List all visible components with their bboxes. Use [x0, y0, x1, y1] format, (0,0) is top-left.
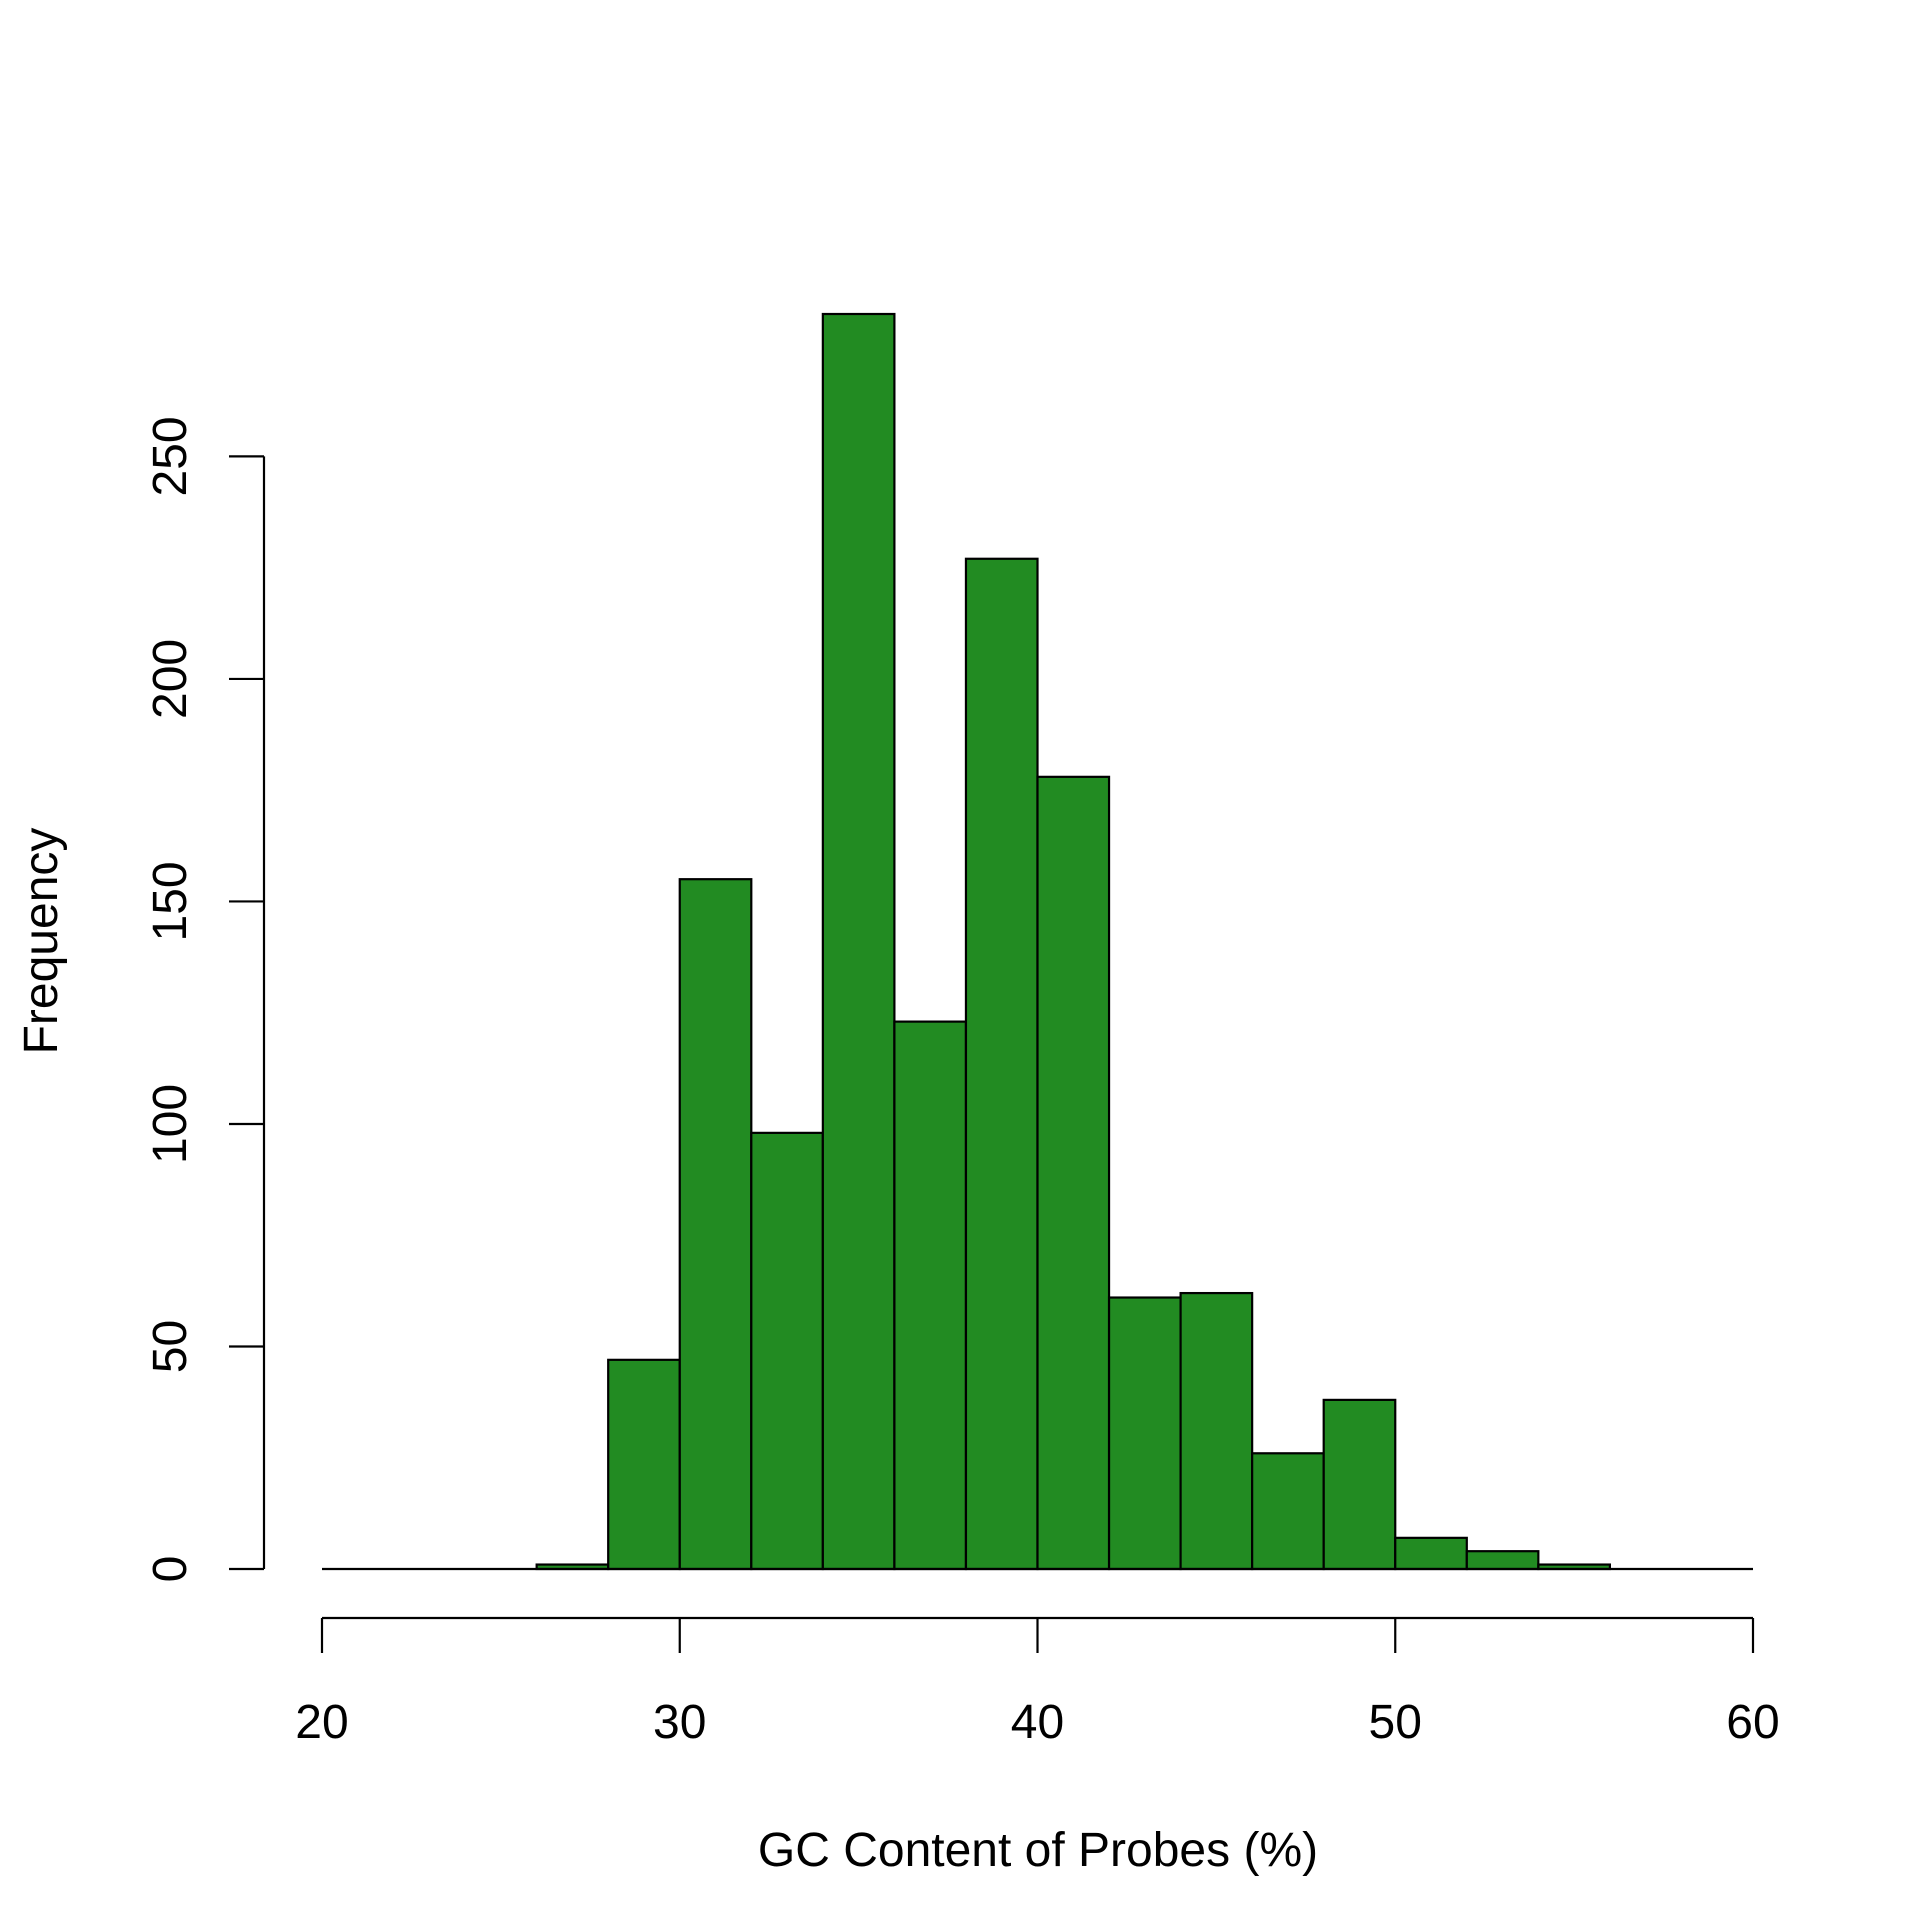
y-axis-label: Frequency [15, 828, 68, 1055]
histogram-bar [893, 1020, 968, 1571]
histogram-bar [1322, 1398, 1397, 1571]
histogram-bar [678, 878, 753, 1571]
histogram-bar [1107, 1296, 1182, 1571]
histogram-bar [607, 1358, 681, 1571]
y-tick-label: 100 [144, 1084, 197, 1164]
y-tick-label: 50 [144, 1320, 197, 1373]
x-axis: 20 30 40 50 60 [295, 1616, 1780, 1749]
x-tick-label: 30 [653, 1696, 706, 1749]
histogram-bar [1394, 1536, 1468, 1571]
y-axis: 0 50 100 150 200 250 [144, 416, 266, 1583]
y-tick-label: 200 [144, 639, 197, 719]
x-tick-label: 60 [1726, 1696, 1779, 1749]
histogram-bar [1036, 775, 1111, 1571]
histogram-bar [1179, 1291, 1254, 1571]
histogram-bar [750, 1131, 824, 1571]
histogram-bar [1251, 1452, 1325, 1571]
x-axis-label: GC Content of Probes (%) [758, 1824, 1318, 1877]
y-tick-label: 150 [144, 861, 197, 941]
x-tick-label: 20 [295, 1696, 348, 1749]
histogram-bar [964, 557, 1039, 1571]
x-tick-label: 40 [1011, 1696, 1064, 1749]
y-tick-label: 250 [144, 416, 197, 496]
histogram-bar [821, 312, 896, 1571]
x-tick-label: 50 [1369, 1696, 1422, 1749]
y-tick-label: 0 [144, 1556, 197, 1583]
histogram-bar [1465, 1550, 1540, 1571]
bars-layer [535, 312, 1611, 1571]
